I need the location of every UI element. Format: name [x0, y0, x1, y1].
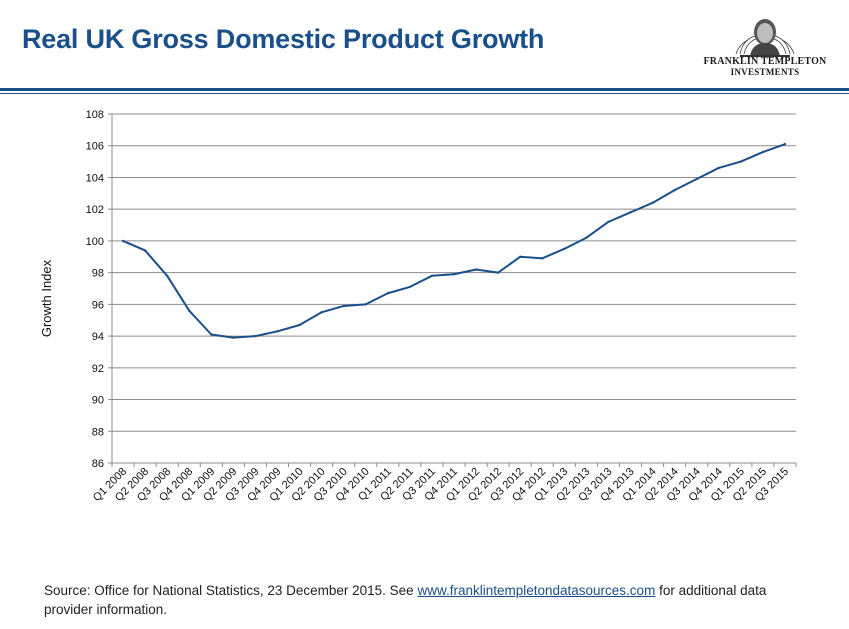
data-point [761, 150, 765, 154]
data-point [165, 274, 169, 278]
data-point [563, 247, 566, 251]
source-note: Source: Office for National Statistics, … [44, 581, 814, 619]
data-point [651, 201, 654, 205]
data-point [364, 303, 367, 306]
y-tick-label: 96 [92, 299, 104, 311]
data-point [629, 211, 632, 214]
data-point [673, 188, 676, 192]
y-tick-label: 104 [86, 172, 104, 184]
data-point [210, 333, 213, 336]
header-divider-thick [0, 88, 849, 91]
data-point [783, 142, 787, 146]
y-tick-label: 92 [92, 363, 104, 375]
data-point [585, 236, 588, 239]
logo-line1: FRANKLIN TEMPLETON [703, 56, 827, 67]
source-text-after: for additional data provider information… [44, 583, 767, 617]
datasources-link[interactable]: www.franklintempletondatasources.com [417, 583, 656, 598]
gridlines [108, 113, 797, 467]
data-point [518, 255, 522, 258]
data-point [342, 304, 345, 308]
data-point [607, 220, 610, 224]
y-tick-labels: 86 88 90 92 94 96 98 100 102 104 106 108 [86, 109, 104, 470]
y-axis-label: Growth Index [39, 259, 54, 337]
series-layer [121, 142, 787, 339]
data-point [276, 330, 279, 333]
portrait-icon [735, 19, 795, 57]
data-point [320, 311, 323, 314]
y-tick-label: 106 [86, 141, 104, 153]
data-point [430, 274, 434, 278]
data-point [739, 160, 743, 163]
gdp-growth-chart: 86 88 90 92 94 96 98 100 102 104 106 108 Q1 2008Q2 … [39, 109, 797, 504]
y-tick-label: 102 [86, 204, 104, 216]
y-tick-label: 88 [92, 426, 104, 438]
data-point [298, 323, 301, 327]
data-point [474, 268, 478, 271]
data-point [541, 257, 544, 260]
data-point [143, 249, 147, 252]
page-title: Real UK Gross Domestic Product Growth [22, 24, 545, 54]
data-point [188, 309, 191, 312]
data-point [386, 292, 390, 295]
data-point [254, 334, 257, 338]
data-point [717, 166, 720, 170]
data-point [452, 273, 456, 276]
logo-line2: INVESTMENTS [730, 67, 800, 77]
source-text: Source: Office for National Statistics, … [44, 583, 418, 598]
data-point [121, 239, 125, 243]
data-point [232, 336, 235, 339]
y-tick-label: 94 [92, 331, 104, 343]
data-point [408, 285, 412, 289]
data-point [496, 271, 500, 274]
franklin-templeton-logo: FRANKLIN TEMPLETON INVESTMENTS [700, 14, 830, 80]
y-tick-label: 90 [92, 395, 104, 407]
y-tick-label: 98 [92, 268, 104, 280]
data-point [695, 177, 698, 181]
y-tick-label: 100 [86, 236, 104, 248]
y-tick-label: 86 [92, 458, 104, 470]
header-divider-thin [0, 93, 849, 94]
y-tick-label: 108 [86, 109, 104, 121]
